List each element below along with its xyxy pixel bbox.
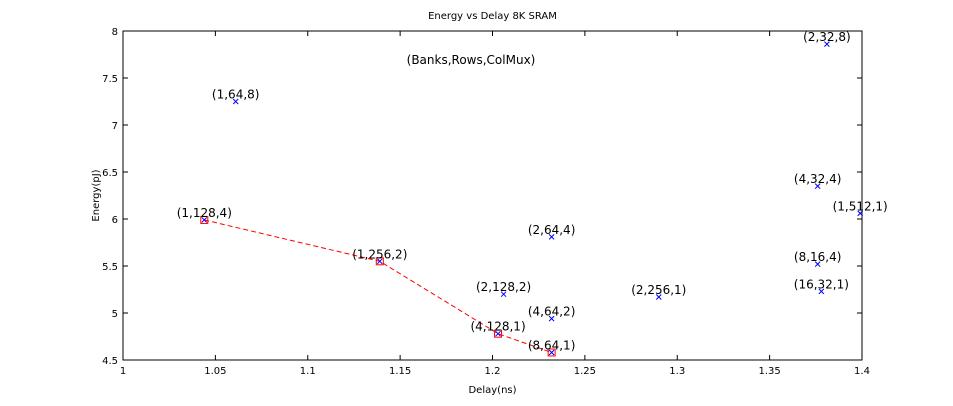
x-tick-label: 1.4 [854,366,870,377]
x-tick-label: 1.15 [389,366,411,377]
data-point-label: (1,512,1) [833,199,888,213]
y-axis-title: Energy(pJ) [91,169,102,221]
data-point-marker [500,291,507,298]
pareto-square-marker [375,257,384,266]
data-point-label: (4,128,1) [470,320,525,334]
x-tick-label: 1.2 [485,366,501,377]
data-point-marker [548,315,555,322]
data-point-marker [232,98,239,105]
data-point-marker [376,258,383,265]
y-tick-label: 7 [112,121,118,132]
x-tick-label: 1.1 [300,366,316,377]
y-tick-label: 8 [112,27,118,38]
x-axis-title: Delay(ns) [468,385,516,396]
x-tick-label: 1 [120,366,126,377]
pareto-square-marker [200,215,209,224]
label-format-note: (Banks,Rows,ColMux) [407,53,536,67]
pareto-front-line [204,219,552,353]
x-tick-label: 1.35 [758,366,780,377]
data-point-marker [548,234,555,240]
data-point-marker [814,261,821,267]
y-tick-label: 5.5 [102,262,118,273]
data-point-label: (2,128,2) [476,280,531,294]
y-tick-label: 6 [112,215,118,226]
y-tick-label: 5 [112,309,118,320]
pareto-square-marker [547,348,556,357]
data-point-label: (8,16,4) [794,250,842,264]
data-point-label: (16,32,1) [794,277,849,291]
data-point-marker [201,217,208,223]
y-tick-label: 6.5 [102,168,118,179]
data-point-marker [548,349,555,356]
plot-area-frame [122,30,863,361]
data-point-marker [495,330,501,337]
data-point-label: (2,64,4) [528,223,576,237]
data-point-label: (4,64,2) [528,305,576,319]
x-tick-label: 1.05 [204,366,226,377]
data-point-label: (2,256,1) [631,283,686,297]
data-point-marker [818,288,825,295]
x-tick-label: 1.25 [574,366,596,377]
data-point-marker [824,41,830,48]
data-point-label: (2,32,8) [803,30,851,44]
data-point-label: (1,128,4) [177,206,232,220]
y-tick-label: 7.5 [102,74,118,85]
data-point-label: (8,64,1) [528,338,576,352]
data-point-label: (1,64,8) [212,88,260,102]
chart-title: Energy vs Delay 8K SRAM [428,11,557,22]
data-point-label: (1,256,2) [352,247,407,261]
data-point-label: (4,32,4) [794,172,842,186]
pareto-square-marker [494,329,503,338]
y-tick-label: 4.5 [102,356,118,367]
data-point-marker [857,210,864,217]
x-tick-label: 1.3 [669,366,685,377]
data-point-marker [655,294,662,300]
data-point-marker [814,183,821,189]
